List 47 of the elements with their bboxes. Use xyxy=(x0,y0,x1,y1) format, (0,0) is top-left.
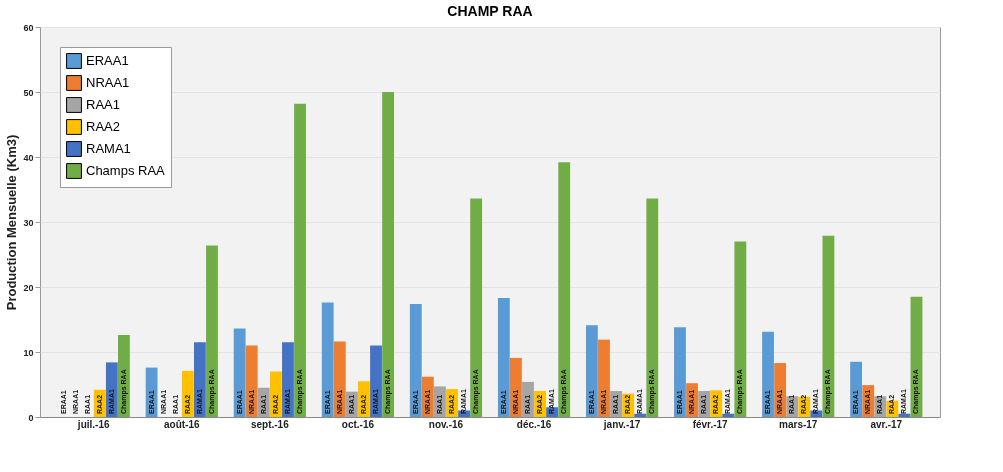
y-axis-title: Production Mensuelle (Km3) xyxy=(4,134,20,311)
y-tick-label: 30 xyxy=(23,217,34,228)
legend-label: RAA2 xyxy=(86,119,120,134)
bar xyxy=(294,103,306,417)
bar xyxy=(497,298,510,417)
chart-title: CHAMP RAA xyxy=(447,3,533,19)
legend-label: RAA1 xyxy=(86,97,120,112)
x-tick-label: nov.-16 xyxy=(428,418,464,430)
bar xyxy=(822,235,835,417)
bar xyxy=(898,413,911,417)
bar xyxy=(193,342,206,417)
bar xyxy=(585,325,598,417)
legend-label: Champs RAA xyxy=(86,163,166,178)
bar xyxy=(470,198,483,417)
y-tick-label: 0 xyxy=(28,412,34,423)
bar xyxy=(634,413,647,417)
bar xyxy=(598,339,610,417)
bar xyxy=(409,303,422,417)
bar xyxy=(333,341,346,417)
x-tick-label: août-16 xyxy=(164,418,200,430)
bar xyxy=(762,331,774,417)
y-tick-label: 50 xyxy=(23,87,34,98)
x-tick-label: sept.-16 xyxy=(250,418,290,430)
x-tick-label: juil.-16 xyxy=(76,418,110,430)
x-tick-label: avr.-17 xyxy=(870,418,903,430)
x-tick-label: janv.-17 xyxy=(602,418,641,430)
bar xyxy=(734,241,747,417)
legend-label: RAMA1 xyxy=(86,141,131,156)
bar xyxy=(282,342,294,417)
legend-label: ERAA1 xyxy=(86,53,129,68)
legend-label: NRAA1 xyxy=(86,75,130,90)
bar xyxy=(206,245,218,417)
y-tick-label: 10 xyxy=(23,347,34,358)
x-tick-label: déc.-16 xyxy=(516,418,552,430)
y-tick-label: 40 xyxy=(23,152,34,163)
y-tick-label: 60 xyxy=(23,22,34,33)
bar xyxy=(722,413,735,417)
bar xyxy=(321,302,334,417)
bar xyxy=(382,92,395,417)
bar xyxy=(674,327,686,417)
bar xyxy=(558,162,571,417)
x-tick-label: oct.-16 xyxy=(341,418,375,430)
x-tick-label: mars-17 xyxy=(779,418,818,430)
y-tick-label: 20 xyxy=(23,282,34,293)
bar xyxy=(646,198,659,417)
x-tick-label: févr.-17 xyxy=(692,418,729,430)
bar xyxy=(233,328,246,417)
